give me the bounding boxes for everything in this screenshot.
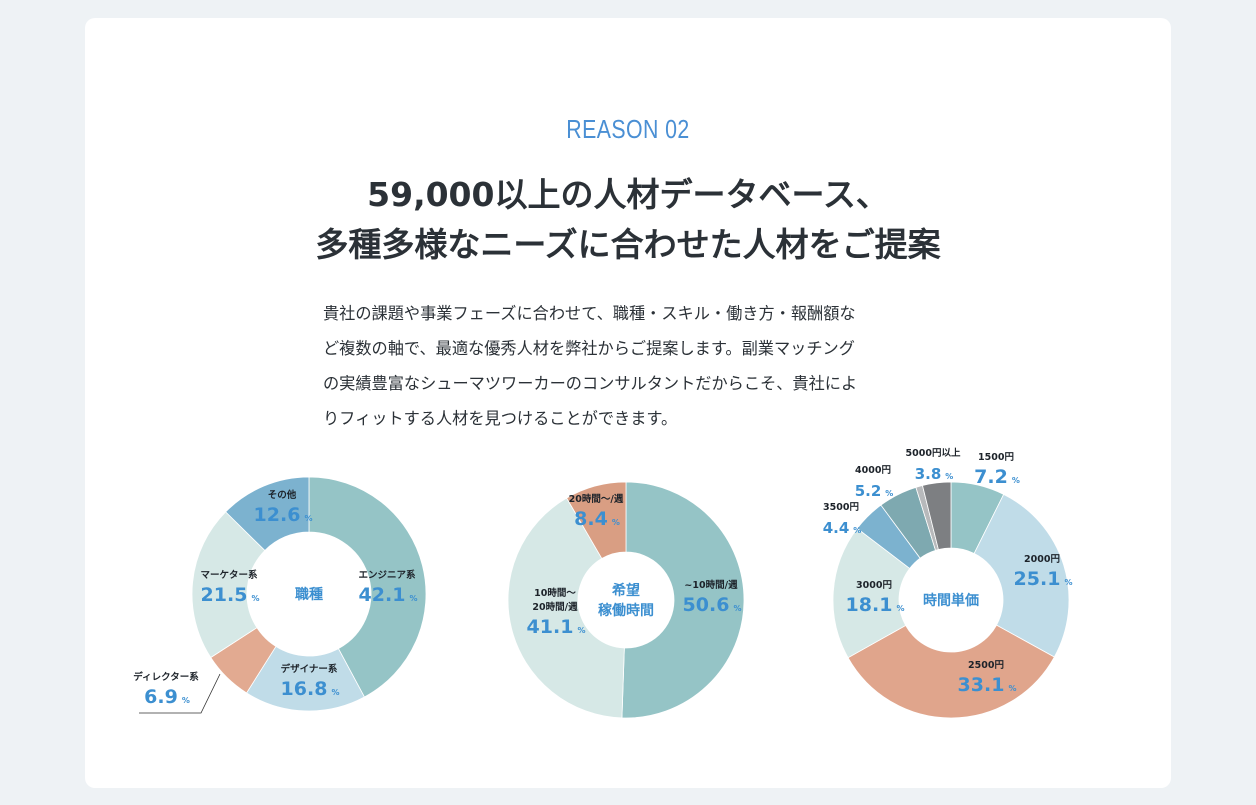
slice-value: 5.2	[855, 482, 882, 500]
donut-slice	[225, 476, 310, 552]
slice-value: 16.8	[281, 678, 328, 700]
slice-value: 4.4	[823, 519, 850, 537]
slice-unit: %	[577, 626, 585, 635]
slice-label: ディレクター系	[133, 671, 199, 683]
slice-unit: %	[885, 489, 893, 498]
slice-unit: %	[304, 514, 312, 523]
donut-slice	[921, 481, 952, 551]
slice-unit: %	[1064, 578, 1072, 587]
donut-chart-3: 時間単価 1500円 7.2 % 2000円 25.1 % 2500円 33.1 % 3000円 18…	[823, 447, 1072, 719]
slice-unit: %	[331, 688, 339, 697]
slice-unit: %	[896, 604, 904, 613]
section-body: 貴社の課題や事業フェーズに合わせて、職種・スキル・働き方・報酬額な ど複数の軸で…	[323, 296, 933, 436]
donut-slice	[973, 493, 1070, 658]
slice-unit: %	[612, 518, 620, 527]
body-line-2: ど複数の軸で、最適な優秀人材を弊社からご提案します。副業マッチング	[323, 339, 855, 358]
slice-label: デザイナー系	[281, 663, 338, 675]
slice-value: 7.2	[974, 466, 1008, 488]
slice-label: マーケター系	[200, 569, 258, 581]
slice-label: エンジニア系	[358, 569, 416, 581]
section-eyebrow: REASON 02	[566, 114, 690, 144]
donut-slice	[191, 511, 266, 659]
body-line-1: 貴社の課題や事業フェーズに合わせて、職種・スキル・働き方・報酬額な	[323, 304, 856, 323]
donut-slice	[621, 481, 745, 719]
slice-value: 3.8	[915, 465, 942, 483]
slice-label: 10時間～	[534, 587, 576, 599]
slice-value: 33.1	[958, 674, 1005, 696]
donut-slice	[566, 481, 627, 560]
donut-center-label: 職種	[295, 586, 323, 603]
slice-unit: %	[945, 472, 953, 481]
slice-unit: %	[1012, 476, 1020, 485]
slice-label: 2000円	[1024, 554, 1060, 565]
slice-unit: %	[853, 526, 861, 535]
slice-unit: %	[182, 696, 190, 705]
donut-chart-1: 職種 エンジニア系 42.1 % デザイナー系 16.8 % ディレクター系 6.9 % マーケター…	[133, 476, 427, 714]
donut-center-label: 稼働時間	[598, 602, 654, 619]
slice-label: 20時間/週	[532, 601, 578, 613]
slice-value: 50.6	[683, 594, 730, 616]
slice-label: 2500円	[968, 660, 1004, 671]
slice-value: 25.1	[1014, 568, 1061, 590]
body-line-3: の実績豊富なシューマツワーカーのコンサルタントだからこそ、貴社によ	[323, 374, 858, 393]
slice-value: 21.5	[201, 584, 248, 606]
slice-unit: %	[251, 594, 259, 603]
slice-value: 41.1	[527, 616, 574, 638]
slice-label: 3500円	[823, 502, 859, 513]
donut-center-label: 時間単価	[923, 592, 979, 609]
donut-slice	[847, 624, 1055, 719]
slice-label: 1500円	[978, 452, 1014, 463]
slice-value: 8.4	[574, 508, 608, 530]
slice-label: ~10時間/週	[684, 579, 738, 591]
body-line-4: りフィットする人材を見つけることができます。	[323, 409, 678, 428]
slice-value: 6.9	[144, 686, 178, 708]
headline-line-1: 59,000以上の人材データベース、	[367, 175, 889, 214]
slice-unit: %	[733, 604, 741, 613]
slice-label: 20時間～/週	[569, 493, 624, 505]
slice-label: 4000円	[855, 465, 891, 476]
leader-line	[139, 673, 221, 714]
slice-value: 42.1	[359, 584, 406, 606]
slice-label: 3000円	[856, 580, 892, 591]
headline-line-2: 多種多様なニーズに合わせた人材をご提案	[315, 225, 941, 264]
donut-center-label: 希望	[612, 582, 640, 599]
donut-slice	[832, 527, 911, 659]
slice-unit: %	[1008, 684, 1016, 693]
slice-unit: %	[409, 594, 417, 603]
donut-slice	[507, 497, 625, 719]
slice-value: 18.1	[846, 594, 893, 616]
slice-label: 5000円以上	[906, 447, 961, 459]
section-headline: 59,000以上の人材データベース、 多種多様なニーズに合わせた人材をご提案	[0, 170, 1256, 270]
donut-slice	[308, 476, 427, 698]
slice-value: 12.6	[254, 504, 301, 526]
slice-label: その他	[268, 489, 297, 501]
